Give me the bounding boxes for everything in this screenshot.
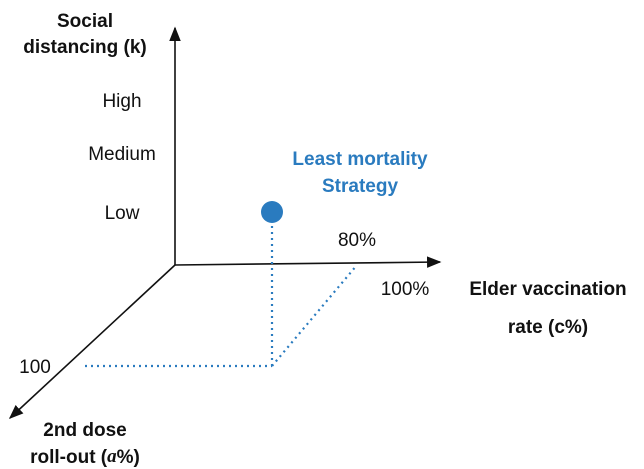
y-axis-label: distancing (k) <box>23 37 147 58</box>
strategy-point <box>261 201 283 223</box>
y-tick: Medium <box>88 144 156 165</box>
y-axis-label: Social <box>57 11 113 32</box>
label-part: %) <box>117 447 140 468</box>
x-axis-label: rate (c%) <box>508 317 588 338</box>
x-tick: 100% <box>381 279 430 300</box>
y-tick: High <box>102 91 141 112</box>
y-tick: Low <box>105 203 140 224</box>
x-axis-label: Elder vaccination <box>469 279 626 300</box>
label-part: a <box>107 446 117 467</box>
z-axis-label: roll-out (a%) <box>30 446 140 468</box>
label-part: roll-out ( <box>30 447 108 468</box>
x-axis <box>174 256 442 268</box>
z-axis-label: 2nd dose <box>43 420 126 441</box>
z-tick: 100 <box>19 357 51 378</box>
annotation: Least mortality <box>292 149 428 170</box>
guide-diagonal <box>271 264 358 367</box>
annotation: Strategy <box>322 176 398 197</box>
x-tick: 80% <box>338 230 376 251</box>
z-axis <box>8 264 176 419</box>
